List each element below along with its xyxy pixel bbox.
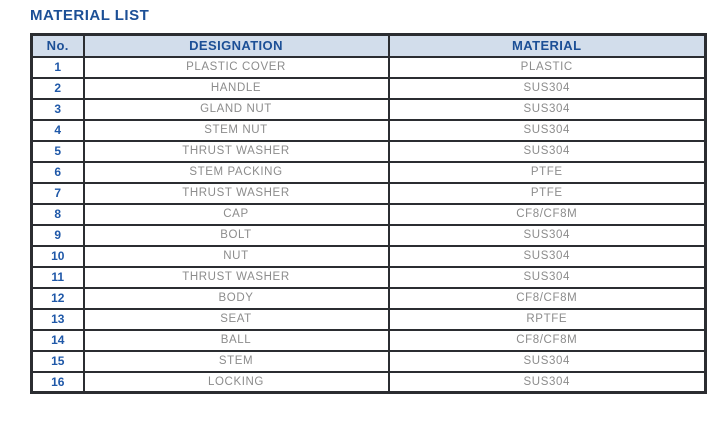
designation-cell: GLAND NUT xyxy=(82,97,390,121)
table-row: 1 PLASTIC COVER PLASTIC xyxy=(30,55,707,79)
row-number-cell: 3 xyxy=(30,97,85,121)
designation-cell: HANDLE xyxy=(82,76,390,100)
material-cell: SUS304 xyxy=(387,370,707,394)
designation-cell: THRUST WASHER xyxy=(82,181,390,205)
material-cell: SUS304 xyxy=(387,118,707,142)
material-list-table: No. DESIGNATION MATERIAL 1 PLASTIC COVER… xyxy=(30,33,707,394)
table-row: 15 STEM SUS304 xyxy=(30,349,707,373)
table-row: 10 NUT SUS304 xyxy=(30,244,707,268)
designation-cell: CAP xyxy=(82,202,390,226)
material-cell: SUS304 xyxy=(387,139,707,163)
row-number-cell: 12 xyxy=(30,286,85,310)
material-cell: SUS304 xyxy=(387,244,707,268)
row-number-cell: 5 xyxy=(30,139,85,163)
designation-cell: STEM PACKING xyxy=(82,160,390,184)
table-row: 2 HANDLE SUS304 xyxy=(30,76,707,100)
table-row: 4 STEM NUT SUS304 xyxy=(30,118,707,142)
material-cell: SUS304 xyxy=(387,265,707,289)
designation-cell: THRUST WASHER xyxy=(82,139,390,163)
material-cell: SUS304 xyxy=(387,76,707,100)
designation-cell: STEM xyxy=(82,349,390,373)
table-row: 12 BODY CF8/CF8M xyxy=(30,286,707,310)
table-row: 8 CAP CF8/CF8M xyxy=(30,202,707,226)
row-number-cell: 2 xyxy=(30,76,85,100)
row-number-cell: 7 xyxy=(30,181,85,205)
material-cell: CF8/CF8M xyxy=(387,328,707,352)
row-number-cell: 4 xyxy=(30,118,85,142)
table-row: 14 BALL CF8/CF8M xyxy=(30,328,707,352)
page-title: MATERIAL LIST xyxy=(30,7,150,24)
row-number-cell: 14 xyxy=(30,328,85,352)
row-number-cell: 8 xyxy=(30,202,85,226)
header-row: No. DESIGNATION MATERIAL xyxy=(30,33,707,58)
table-row: 16 LOCKING SUS304 xyxy=(30,370,707,394)
material-cell: RPTFE xyxy=(387,307,707,331)
designation-cell: NUT xyxy=(82,244,390,268)
material-cell: PTFE xyxy=(387,181,707,205)
designation-cell: THRUST WASHER xyxy=(82,265,390,289)
material-cell: SUS304 xyxy=(387,223,707,247)
designation-cell: BODY xyxy=(82,286,390,310)
material-cell: SUS304 xyxy=(387,97,707,121)
table-body: 1 PLASTIC COVER PLASTIC 2 HANDLE SUS304 … xyxy=(30,55,707,394)
table-header: No. DESIGNATION MATERIAL xyxy=(30,33,707,58)
material-cell: PTFE xyxy=(387,160,707,184)
table-row: 6 STEM PACKING PTFE xyxy=(30,160,707,184)
table-row: 5 THRUST WASHER SUS304 xyxy=(30,139,707,163)
table-row: 7 THRUST WASHER PTFE xyxy=(30,181,707,205)
designation-cell: BALL xyxy=(82,328,390,352)
designation-cell: STEM NUT xyxy=(82,118,390,142)
material-cell: CF8/CF8M xyxy=(387,202,707,226)
row-number-cell: 10 xyxy=(30,244,85,268)
row-number-cell: 6 xyxy=(30,160,85,184)
material-cell: SUS304 xyxy=(387,349,707,373)
row-number-cell: 11 xyxy=(30,265,85,289)
material-cell: CF8/CF8M xyxy=(387,286,707,310)
material-cell: PLASTIC xyxy=(387,55,707,79)
column-header-no: No. xyxy=(30,33,85,58)
row-number-cell: 13 xyxy=(30,307,85,331)
table-row: 9 BOLT SUS304 xyxy=(30,223,707,247)
row-number-cell: 1 xyxy=(30,55,85,79)
designation-cell: LOCKING xyxy=(82,370,390,394)
table-row: 3 GLAND NUT SUS304 xyxy=(30,97,707,121)
designation-cell: BOLT xyxy=(82,223,390,247)
row-number-cell: 16 xyxy=(30,370,85,394)
designation-cell: PLASTIC COVER xyxy=(82,55,390,79)
designation-cell: SEAT xyxy=(82,307,390,331)
row-number-cell: 15 xyxy=(30,349,85,373)
table-row: 13 SEAT RPTFE xyxy=(30,307,707,331)
column-header-designation: DESIGNATION xyxy=(82,33,390,58)
table-row: 11 THRUST WASHER SUS304 xyxy=(30,265,707,289)
column-header-material: MATERIAL xyxy=(387,33,707,58)
row-number-cell: 9 xyxy=(30,223,85,247)
